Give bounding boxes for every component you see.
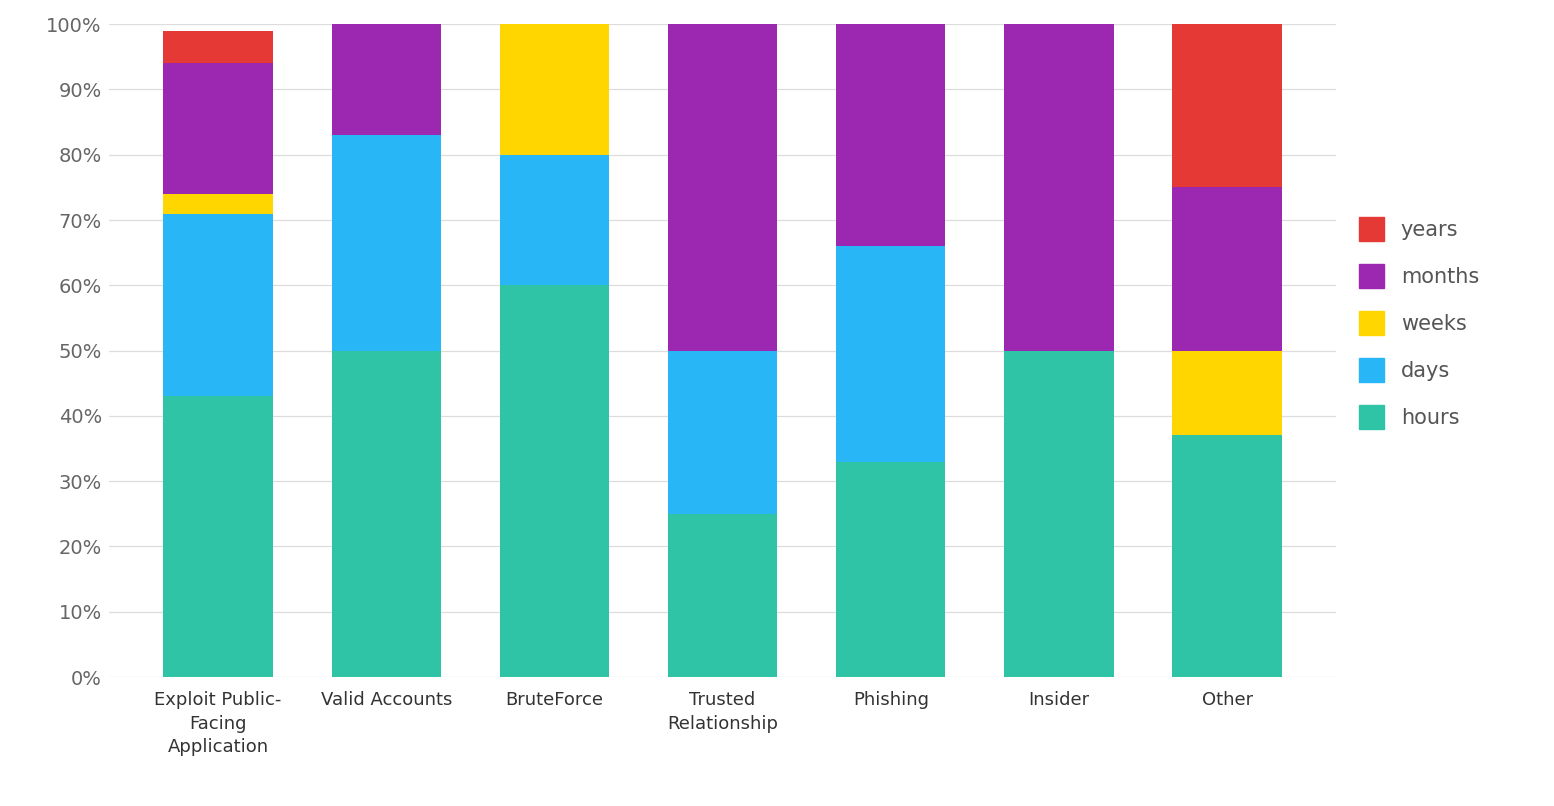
Bar <box>163 397 274 677</box>
Bar <box>163 194 274 214</box>
Bar <box>331 351 441 677</box>
Bar <box>1172 24 1282 187</box>
Bar <box>668 514 777 677</box>
Bar <box>500 24 609 155</box>
Bar <box>668 24 777 351</box>
Bar <box>1172 351 1282 435</box>
Bar <box>1004 351 1114 677</box>
Bar <box>163 64 274 194</box>
Bar <box>331 24 441 135</box>
Bar <box>1172 187 1282 351</box>
Bar <box>1004 24 1114 351</box>
Bar <box>836 246 945 462</box>
Bar <box>836 24 945 246</box>
Bar <box>668 351 777 514</box>
Bar <box>500 155 609 285</box>
Bar <box>1172 435 1282 677</box>
Bar <box>836 462 945 677</box>
Bar <box>163 214 274 397</box>
Bar <box>331 135 441 351</box>
Bar <box>163 31 274 64</box>
Bar <box>500 285 609 677</box>
Legend: years, months, weeks, days, hours: years, months, weeks, days, hours <box>1360 218 1479 430</box>
